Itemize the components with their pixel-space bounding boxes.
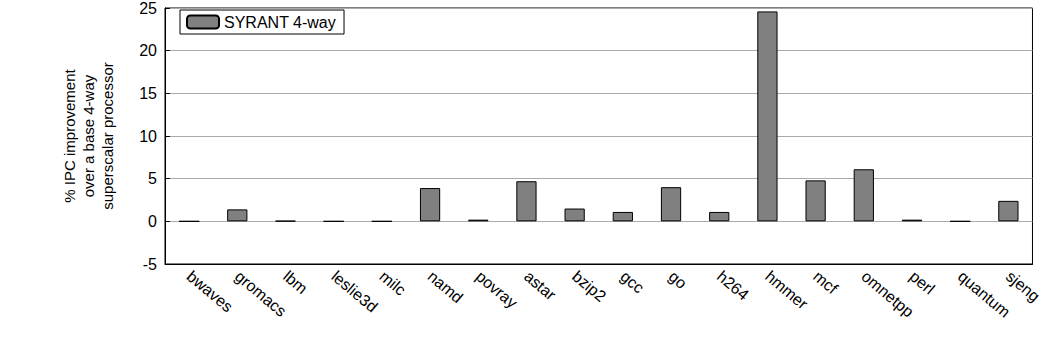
svg-text:namd: namd <box>425 267 467 306</box>
svg-text:0: 0 <box>148 213 157 230</box>
svg-text:gcc: gcc <box>617 267 647 296</box>
svg-text:15: 15 <box>139 85 157 102</box>
svg-text:-5: -5 <box>143 256 157 273</box>
svg-text:perl: perl <box>907 267 938 297</box>
svg-text:povray: povray <box>473 267 521 311</box>
svg-text:mcf: mcf <box>810 267 841 297</box>
svg-text:25: 25 <box>139 0 157 17</box>
svg-text:5: 5 <box>148 170 157 187</box>
svg-text:superscalar processor: superscalar processor <box>99 62 116 210</box>
svg-text:over a base 4-way: over a base 4-way <box>80 74 97 197</box>
svg-text:astar: astar <box>521 267 560 303</box>
svg-text:leslie3d: leslie3d <box>328 267 380 315</box>
svg-text:quantum: quantum <box>955 267 1014 320</box>
svg-text:hmmer: hmmer <box>762 267 812 312</box>
svg-text:SYRANT 4-way: SYRANT 4-way <box>224 14 336 31</box>
svg-text:bwaves: bwaves <box>184 267 236 315</box>
svg-text:go: go <box>666 267 691 292</box>
svg-text:milc: milc <box>376 267 409 298</box>
svg-text:omnetpp: omnetpp <box>858 267 917 320</box>
svg-text:% IPC improvement: % IPC improvement <box>61 68 78 202</box>
svg-text:gromacs: gromacs <box>232 267 290 319</box>
svg-text:10: 10 <box>139 128 157 145</box>
svg-text:h264: h264 <box>714 267 752 303</box>
svg-text:20: 20 <box>139 42 157 59</box>
svg-text:sjeng: sjeng <box>1003 267 1043 305</box>
svg-text:bzip2: bzip2 <box>569 267 609 305</box>
svg-text:lbm: lbm <box>280 267 311 297</box>
